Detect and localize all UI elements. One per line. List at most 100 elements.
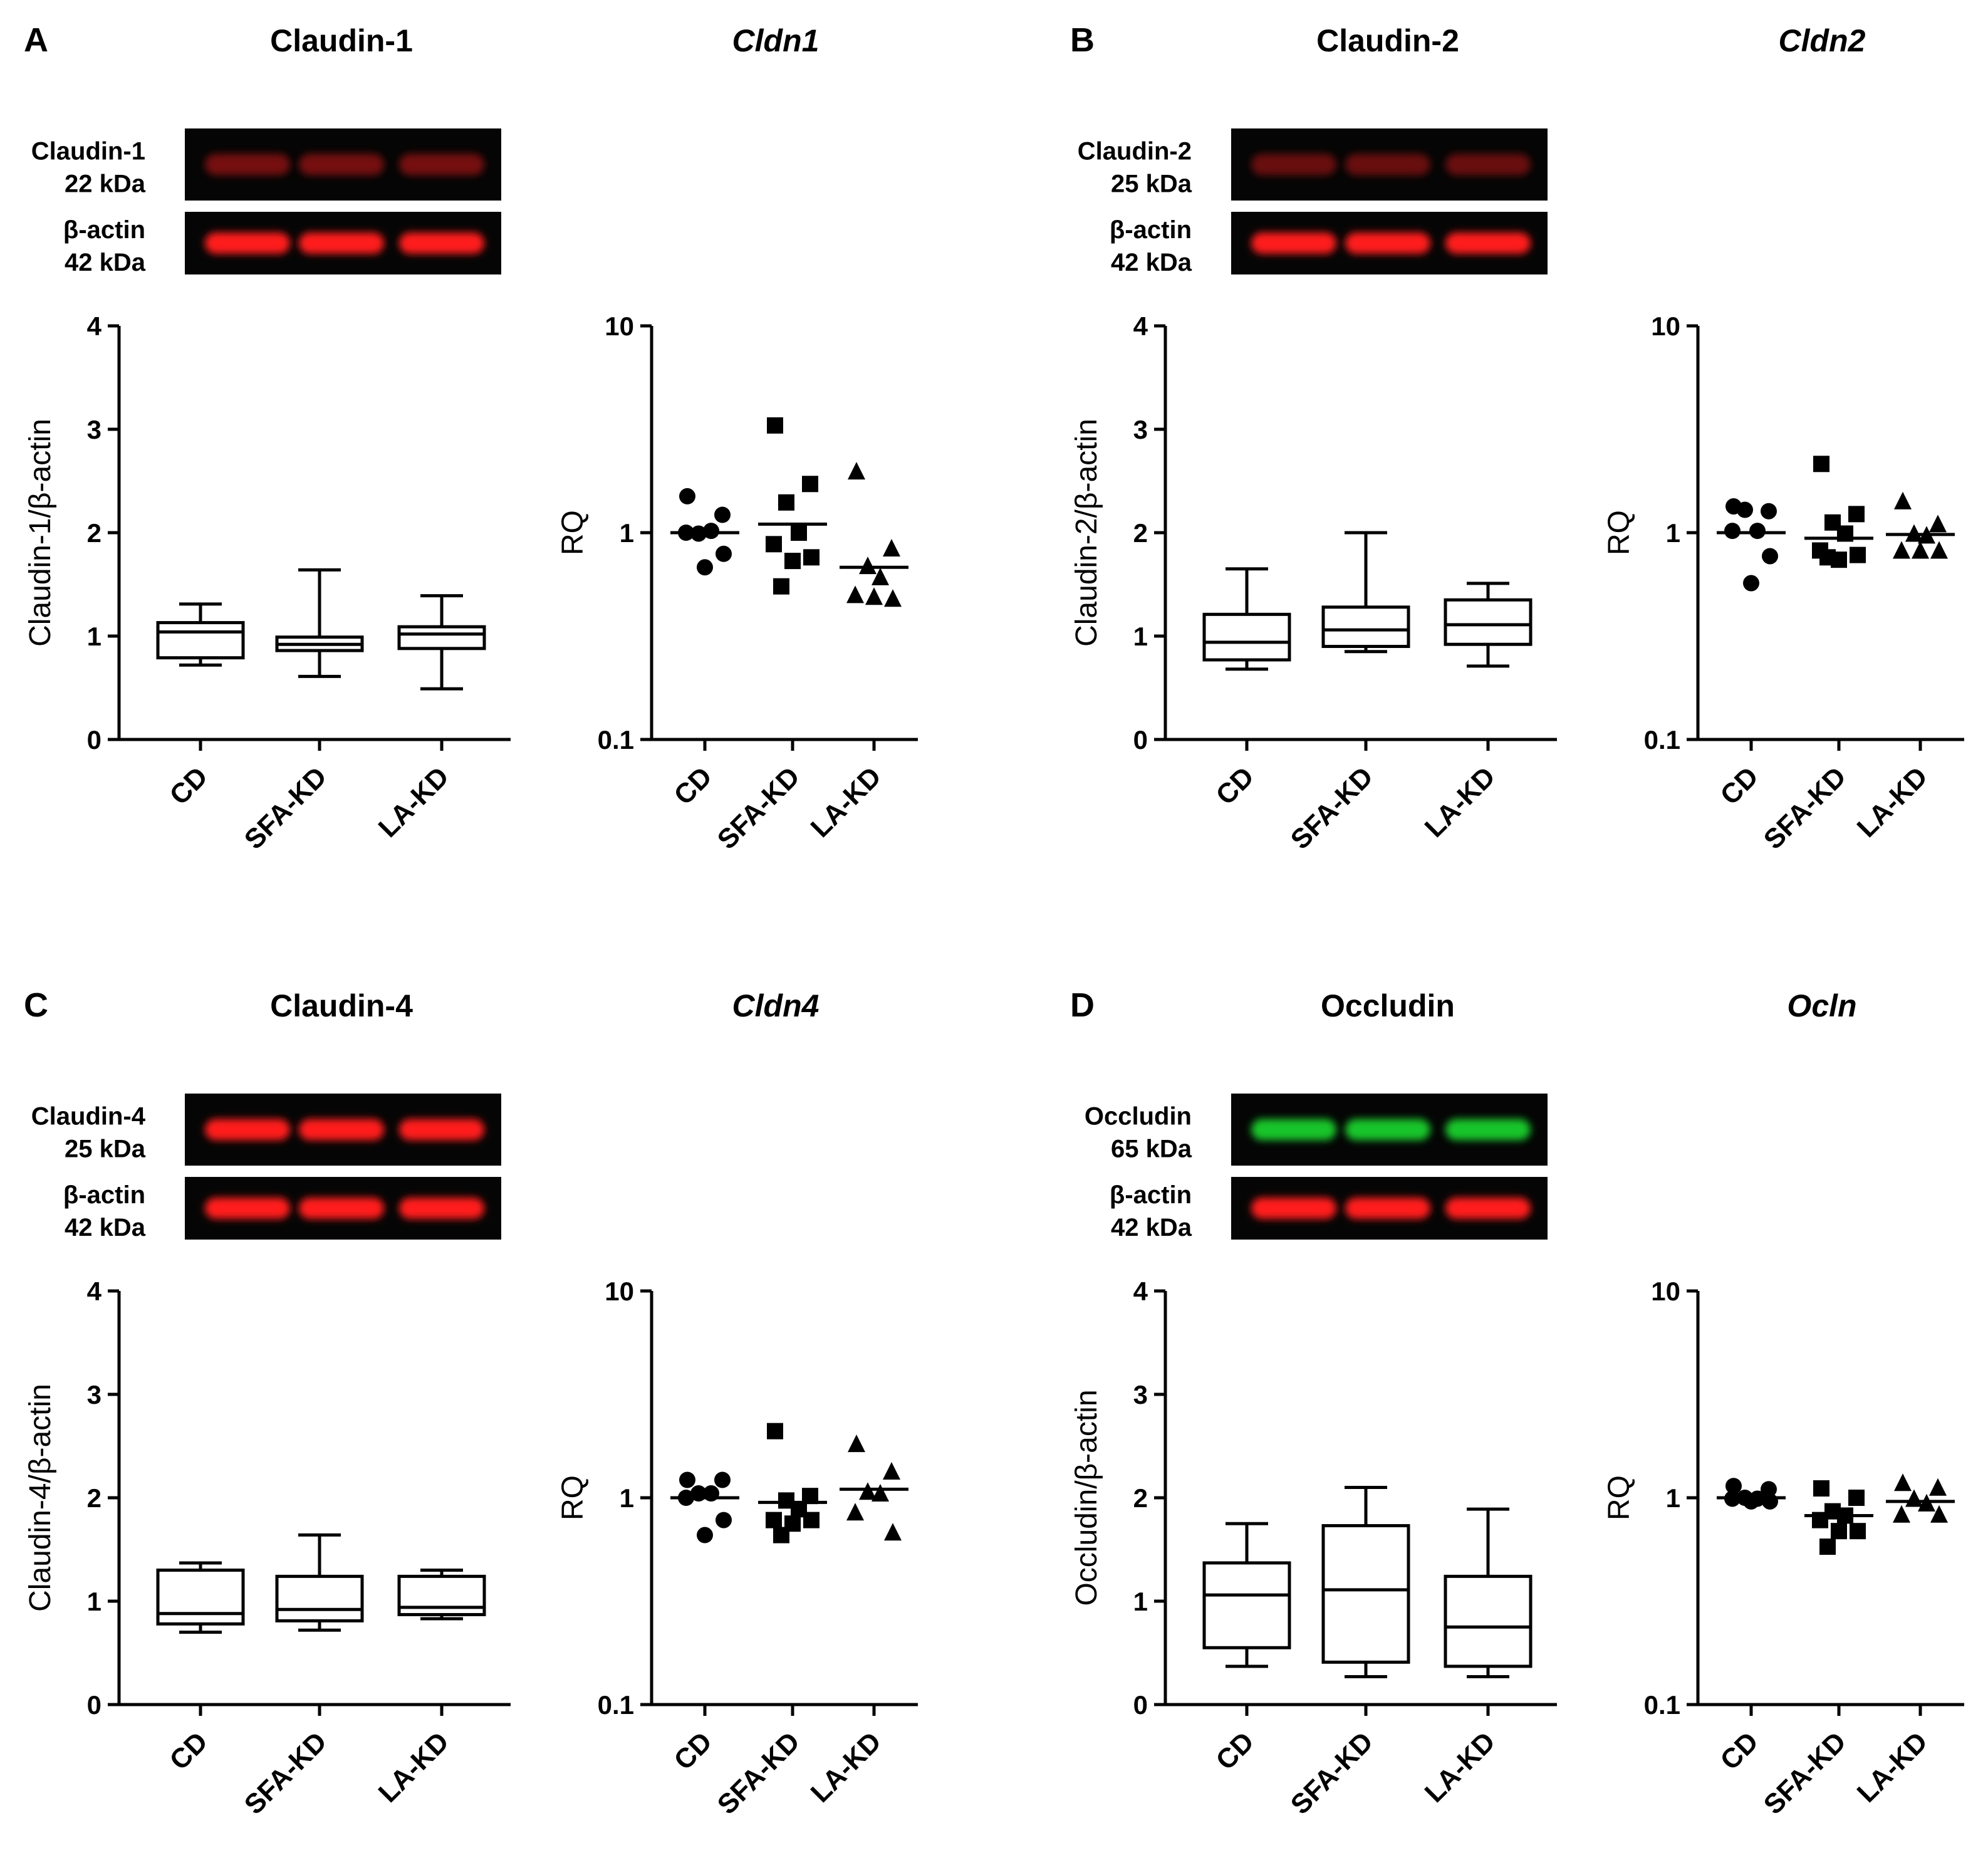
blot-mw-actin: 42 kDa bbox=[1111, 249, 1192, 276]
panel-letter: D bbox=[1070, 986, 1095, 1024]
blot-band-actin bbox=[205, 1198, 290, 1219]
rq-point bbox=[1737, 501, 1753, 518]
blot-label-actin: β-actin bbox=[63, 216, 145, 244]
box-y-tick-label: 1 bbox=[87, 622, 101, 651]
rq-y-tick-label: 10 bbox=[1651, 1277, 1680, 1306]
box-x-tick-label: CD bbox=[164, 761, 214, 811]
box-iqr bbox=[397, 625, 486, 650]
blot-mw-actin: 42 kDa bbox=[1111, 1214, 1192, 1241]
blot-label-target: Occludin bbox=[1085, 1103, 1192, 1131]
rq-x-tick-label: LA-KD bbox=[805, 761, 887, 843]
panel-D: D Occludin Ocln Occludin 65 kDa β-actin 42 kDa… bbox=[1070, 986, 1964, 1821]
box-x-tick-label: SFA-KD bbox=[1285, 1726, 1379, 1820]
box-iqr bbox=[156, 621, 245, 660]
rq-x-tick-label: SFA-KD bbox=[712, 761, 806, 855]
rq-point bbox=[1762, 548, 1778, 565]
protein-title: Claudin-4 bbox=[270, 988, 413, 1023]
rq-point bbox=[1894, 1473, 1912, 1491]
rq-point bbox=[766, 536, 782, 553]
rq-point bbox=[1743, 575, 1759, 592]
rq-point bbox=[1848, 1490, 1865, 1506]
box-y-tick-label: 2 bbox=[1133, 1483, 1148, 1513]
panel-letter: A bbox=[24, 21, 48, 59]
gene-title: Cldn2 bbox=[1779, 23, 1866, 58]
box-y-tick-label: 2 bbox=[87, 1483, 101, 1513]
gene-title: Ocln bbox=[1787, 988, 1856, 1023]
blot-band-target bbox=[1445, 154, 1531, 175]
rq-y-tick-label: 1 bbox=[620, 1483, 634, 1513]
rq-point bbox=[1812, 1512, 1828, 1528]
protein-title: Claudin-1 bbox=[270, 23, 413, 58]
box-x-tick-label: LA-KD bbox=[1419, 761, 1501, 843]
blot-band-target bbox=[1445, 1119, 1531, 1141]
rq-point bbox=[1725, 1478, 1742, 1495]
rq-point bbox=[872, 1484, 889, 1502]
rq-point bbox=[872, 567, 889, 585]
blot-band-actin bbox=[399, 232, 484, 254]
blot-label-target: Claudin-1 bbox=[31, 138, 145, 165]
blot-band-target bbox=[299, 1119, 384, 1141]
panel-letter: C bbox=[24, 986, 48, 1024]
rq-point bbox=[1724, 523, 1741, 540]
rq-point bbox=[848, 1434, 865, 1453]
rq-x-tick-label: LA-KD bbox=[1851, 1726, 1933, 1808]
box-y-tick-label: 3 bbox=[1133, 415, 1148, 444]
rq-point bbox=[1929, 515, 1947, 533]
blot-label-target: Claudin-4 bbox=[31, 1103, 146, 1131]
rq-x-tick-label: SFA-KD bbox=[1758, 1726, 1852, 1820]
rq-point bbox=[884, 589, 902, 607]
box-plot: 0 1 2 3 4 CD SFA-KD LA-KD Claudin-1/β-actin bbox=[24, 311, 511, 855]
box-x-tick-label: LA-KD bbox=[373, 1726, 455, 1808]
rq-y-tick-label: 0.1 bbox=[598, 725, 634, 755]
rq-point bbox=[1905, 1489, 1923, 1507]
blot-mw-target: 25 kDa bbox=[1111, 170, 1192, 198]
rq-point bbox=[883, 538, 900, 556]
rq-point bbox=[1905, 524, 1923, 542]
rq-point bbox=[1819, 549, 1836, 566]
box-iqr bbox=[1202, 612, 1291, 662]
rq-point bbox=[859, 1482, 877, 1500]
blot-band-actin bbox=[1345, 1198, 1430, 1219]
rq-point bbox=[803, 549, 820, 566]
rq-point bbox=[1762, 1493, 1778, 1510]
blot-band-target bbox=[399, 154, 484, 175]
box-y-axis-label: Claudin-1/β-actin bbox=[24, 419, 57, 647]
rq-x-tick-label: CD bbox=[1714, 1726, 1764, 1776]
rq-point bbox=[679, 488, 695, 504]
rq-point bbox=[884, 1523, 902, 1541]
rq-point bbox=[865, 587, 883, 605]
blot-mw-target: 22 kDa bbox=[65, 170, 146, 198]
box-x-tick-label: SFA-KD bbox=[239, 761, 333, 855]
box-y-tick-label: 3 bbox=[1133, 1380, 1148, 1409]
rq-point bbox=[773, 1527, 789, 1544]
rq-point bbox=[716, 545, 732, 562]
rq-y-tick-label: 1 bbox=[1666, 518, 1680, 548]
rq-point bbox=[714, 1471, 731, 1488]
rq-point bbox=[1749, 523, 1766, 540]
box-y-tick-label: 1 bbox=[87, 1587, 101, 1616]
rq-y-axis-label: RQ bbox=[556, 510, 590, 555]
rq-point bbox=[1912, 541, 1929, 559]
blot-label-target: Claudin-2 bbox=[1078, 138, 1192, 165]
panel-letter: B bbox=[1070, 21, 1095, 59]
box-plot: 0 1 2 3 4 CD SFA-KD LA-KD Claudin-4/β-actin bbox=[24, 1277, 511, 1821]
rq-x-tick-label: SFA-KD bbox=[1758, 761, 1852, 855]
rq-x-tick-label: CD bbox=[1714, 761, 1764, 811]
box-x-tick-label: LA-KD bbox=[373, 761, 455, 843]
box-x-tick-label: SFA-KD bbox=[239, 1726, 333, 1820]
rq-y-axis-label: RQ bbox=[556, 1475, 590, 1520]
box-y-tick-label: 3 bbox=[87, 415, 101, 444]
rq-point bbox=[803, 1512, 820, 1528]
rq-point bbox=[1929, 1478, 1947, 1496]
rq-point bbox=[767, 417, 783, 434]
box-x-tick-label: SFA-KD bbox=[1285, 761, 1379, 855]
rq-point bbox=[714, 506, 731, 523]
blot-band-actin bbox=[1445, 1198, 1531, 1219]
rq-point bbox=[1813, 456, 1829, 473]
rq-point bbox=[1837, 525, 1853, 542]
box-y-tick-label: 0 bbox=[1133, 725, 1148, 755]
rq-point bbox=[697, 1527, 713, 1544]
protein-title: Claudin-2 bbox=[1316, 23, 1459, 58]
box-y-axis-label: Claudin-2/β-actin bbox=[1070, 419, 1103, 647]
box-y-tick-label: 4 bbox=[1133, 1277, 1148, 1306]
